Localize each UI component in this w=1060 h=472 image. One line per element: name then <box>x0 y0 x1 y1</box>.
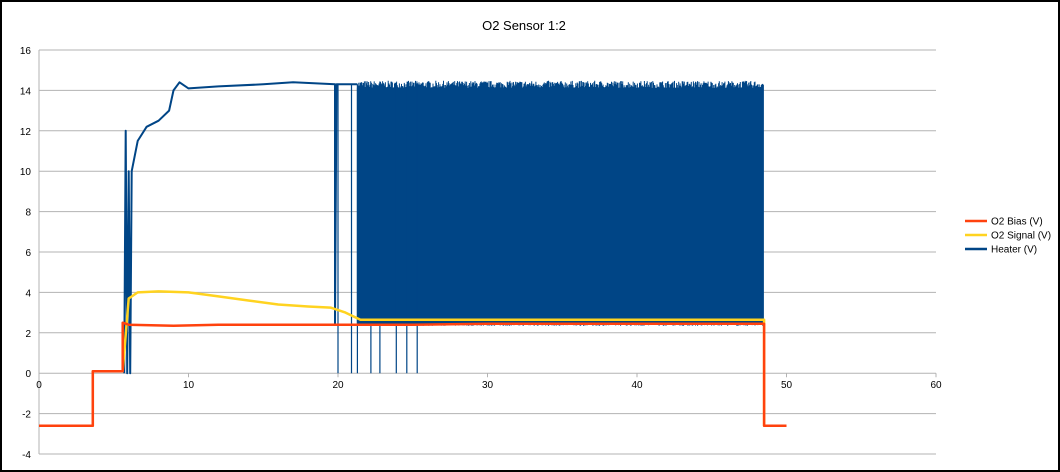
y-tick-label: 10 <box>20 167 32 178</box>
y-axis: -4 -2 0 2 4 6 8 10 12 14 16 <box>20 46 32 461</box>
heater-oscillation <box>356 80 764 326</box>
x-tick-label: 50 <box>781 380 793 391</box>
y-tick-label: 6 <box>25 248 31 259</box>
legend: O2 Bias (V) O2 Signal (V) Heater (V) <box>965 217 1051 256</box>
x-tick-label: 20 <box>332 380 344 391</box>
legend-label: Heater (V) <box>991 245 1037 256</box>
x-tick-label: 40 <box>631 380 643 391</box>
y-tick-label: 2 <box>25 329 31 340</box>
y-tick-label: 0 <box>25 369 31 380</box>
x-tick-label: 10 <box>183 380 195 391</box>
series-line <box>39 290 787 427</box>
y-tick-label: 16 <box>20 46 32 57</box>
legend-label: O2 Bias (V) <box>991 217 1043 228</box>
series-heater-v <box>123 80 765 375</box>
series-o2-bias-v <box>39 321 787 427</box>
series-o2-signal-v <box>39 290 787 427</box>
legend-item: O2 Bias (V) <box>965 217 1043 228</box>
legend-item: O2 Signal (V) <box>965 231 1051 242</box>
y-tick-label: 8 <box>25 208 31 219</box>
y-tick-label: -4 <box>22 450 31 461</box>
chart-title: O2 Sensor 1:2 <box>482 18 566 33</box>
x-axis: 0 10 20 30 40 50 60 <box>36 380 942 391</box>
y-tick-label: -2 <box>22 410 31 421</box>
heater-spikes <box>337 84 418 374</box>
series-line <box>39 321 787 427</box>
y-tick-label: 14 <box>20 86 32 97</box>
legend-item: Heater (V) <box>965 245 1037 256</box>
x-tick-label: 0 <box>36 380 42 391</box>
x-tick-label: 30 <box>482 380 494 391</box>
y-tick-label: 4 <box>25 288 31 299</box>
x-tick-label: 60 <box>930 380 942 391</box>
legend-label: O2 Signal (V) <box>991 231 1051 242</box>
y-tick-label: 12 <box>20 127 32 138</box>
series-line <box>123 81 358 375</box>
plot-area <box>39 80 787 427</box>
